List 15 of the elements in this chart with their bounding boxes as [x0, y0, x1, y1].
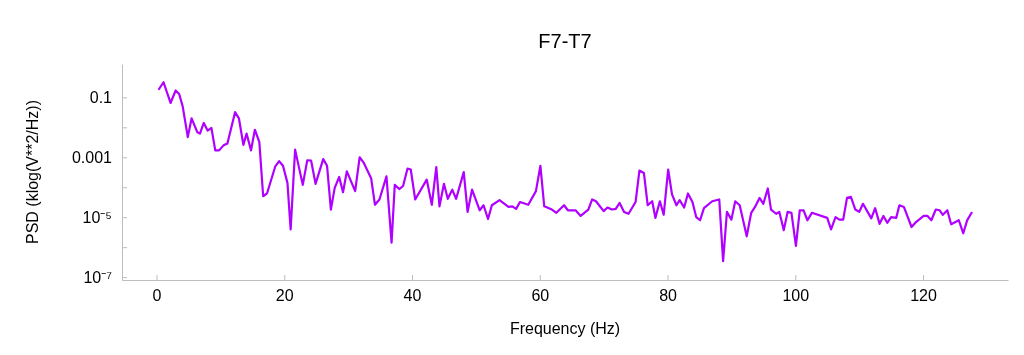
y-tick-label: 0.001: [71, 148, 113, 166]
x-tick-label: 20: [275, 287, 294, 305]
x-tick-label: 0: [152, 287, 162, 305]
x-tick-label: 80: [659, 287, 678, 305]
y-axis-title: PSD (klog(V**2/Hz)): [24, 99, 41, 245]
line-series: [157, 81, 973, 263]
chart-title: F7-T7: [538, 30, 592, 52]
y-tick-label: 0.1: [89, 88, 113, 106]
y-tick-label: 10⁻⁵: [82, 208, 112, 226]
x-tick-label: 40: [403, 287, 422, 305]
x-tick-label: 60: [531, 287, 550, 305]
y-tick-label: 10⁻⁷: [83, 268, 113, 286]
x-tick-label: 100: [782, 287, 810, 305]
x-axis-title: Frequency (Hz): [509, 320, 621, 337]
x-tick-label: 120: [910, 287, 937, 305]
